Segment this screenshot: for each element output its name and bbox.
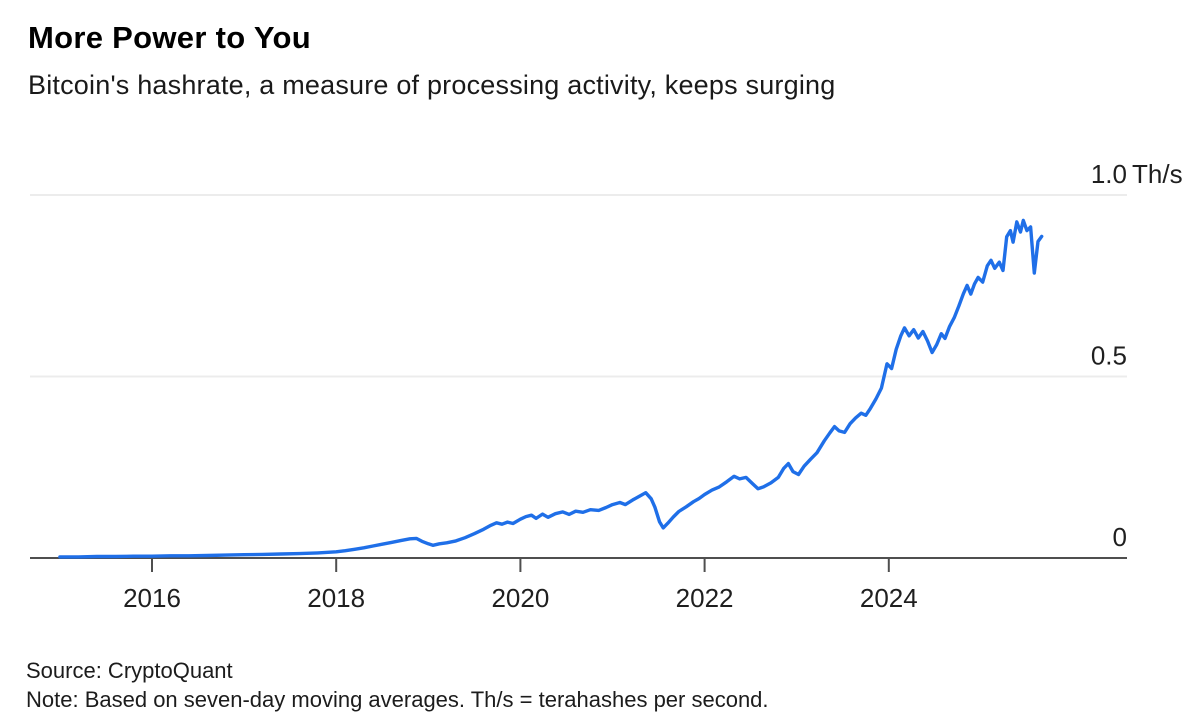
y-axis-unit-label: Th/s	[1132, 159, 1183, 189]
x-tick-label: 2016	[123, 583, 181, 613]
chart-subtitle: Bitcoin's hashrate, a measure of process…	[28, 70, 836, 100]
x-axis-ticks	[151, 559, 890, 572]
y-tick-label: 1.0	[1091, 159, 1127, 189]
chart-title: More Power to You	[28, 20, 311, 55]
y-tick-label: 0	[1113, 522, 1127, 552]
source-note: Source: CryptoQuant	[26, 658, 233, 683]
footnotes: Source: CryptoQuant Note: Based on seven…	[26, 656, 769, 714]
x-tick-label: 2024	[860, 583, 918, 613]
gridlines	[30, 194, 1127, 378]
methodology-note: Note: Based on seven-day moving averages…	[26, 687, 769, 712]
x-tick-label: 2020	[491, 583, 549, 613]
x-tick-label: 2022	[676, 583, 734, 613]
hashrate-line-series	[58, 218, 1044, 559]
y-tick-label: 0.5	[1091, 341, 1127, 371]
x-tick-label: 2018	[307, 583, 365, 613]
x-axis-labels: 2016 2018 2020 2022 2024	[123, 583, 918, 613]
y-axis-labels: 1.0 Th/s 0.5 0	[1091, 159, 1183, 552]
